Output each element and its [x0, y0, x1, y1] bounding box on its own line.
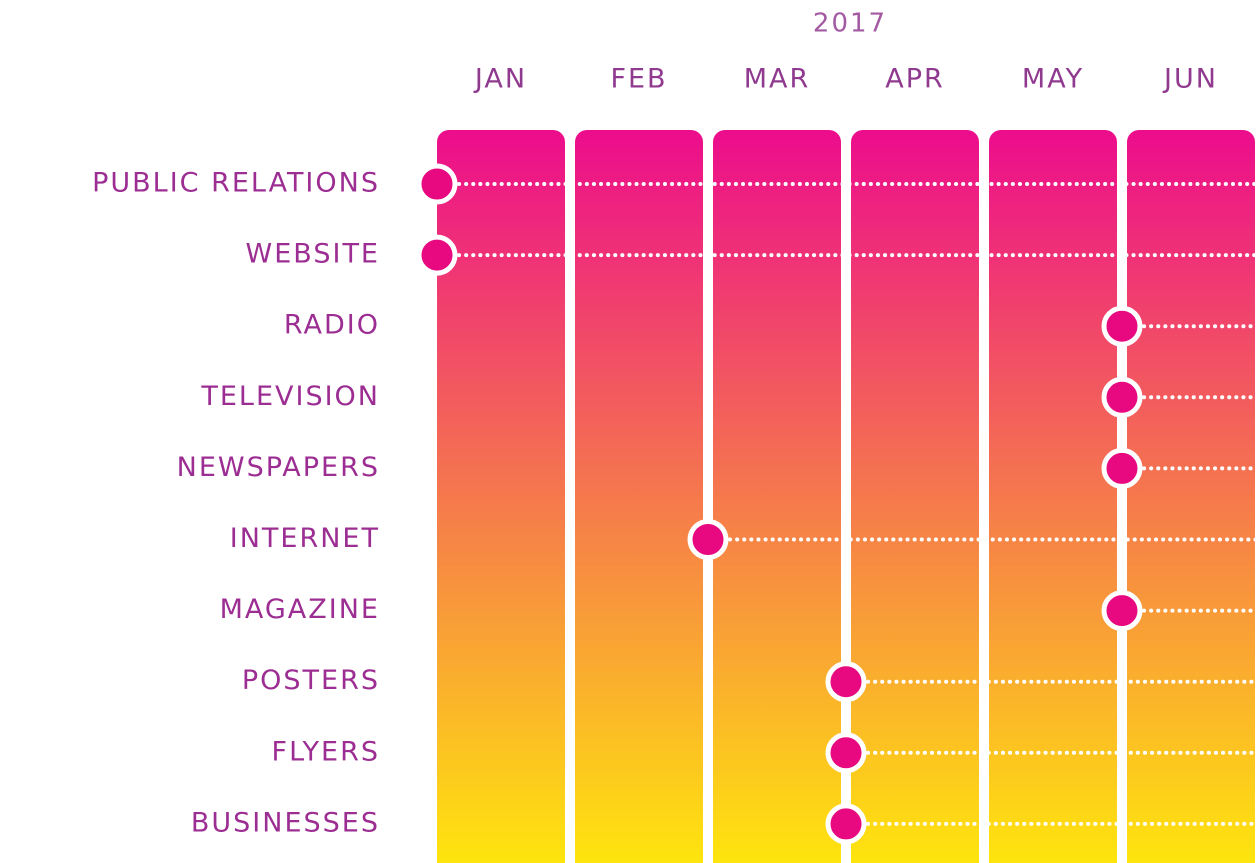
row-label: POSTERS [242, 665, 380, 696]
row-label: TELEVISION [200, 381, 380, 412]
row-label: MAGAZINE [220, 594, 380, 625]
row-label: INTERNET [230, 523, 380, 554]
start-dot [687, 519, 729, 560]
month-column [575, 130, 703, 863]
start-dot [1101, 305, 1143, 347]
start-dot [416, 234, 458, 276]
month-label: JUN [1162, 64, 1218, 95]
row-label: PUBLIC RELATIONS [92, 168, 380, 199]
month-label: MAY [1022, 64, 1084, 95]
month-column [437, 130, 565, 863]
month-column [989, 130, 1117, 863]
row-label: BUSINESSES [191, 807, 380, 838]
row-label: WEBSITE [246, 239, 380, 270]
start-dot [825, 661, 867, 703]
month-label: FEB [610, 64, 667, 95]
chart-title: 2017 [813, 9, 887, 39]
start-dot [825, 732, 867, 774]
start-dot [825, 803, 867, 845]
start-dot [1101, 376, 1143, 418]
month-column [851, 130, 979, 863]
month-label: MAR [744, 64, 811, 95]
month-column [713, 130, 841, 863]
start-dot [1101, 447, 1143, 489]
start-dot [1101, 590, 1143, 632]
row-label: NEWSPAPERS [177, 452, 380, 483]
row-label: RADIO [284, 310, 380, 341]
start-dot [416, 163, 458, 205]
month-label: APR [885, 64, 945, 95]
row-label: FLYERS [272, 736, 380, 767]
month-label: JAN [473, 64, 527, 95]
